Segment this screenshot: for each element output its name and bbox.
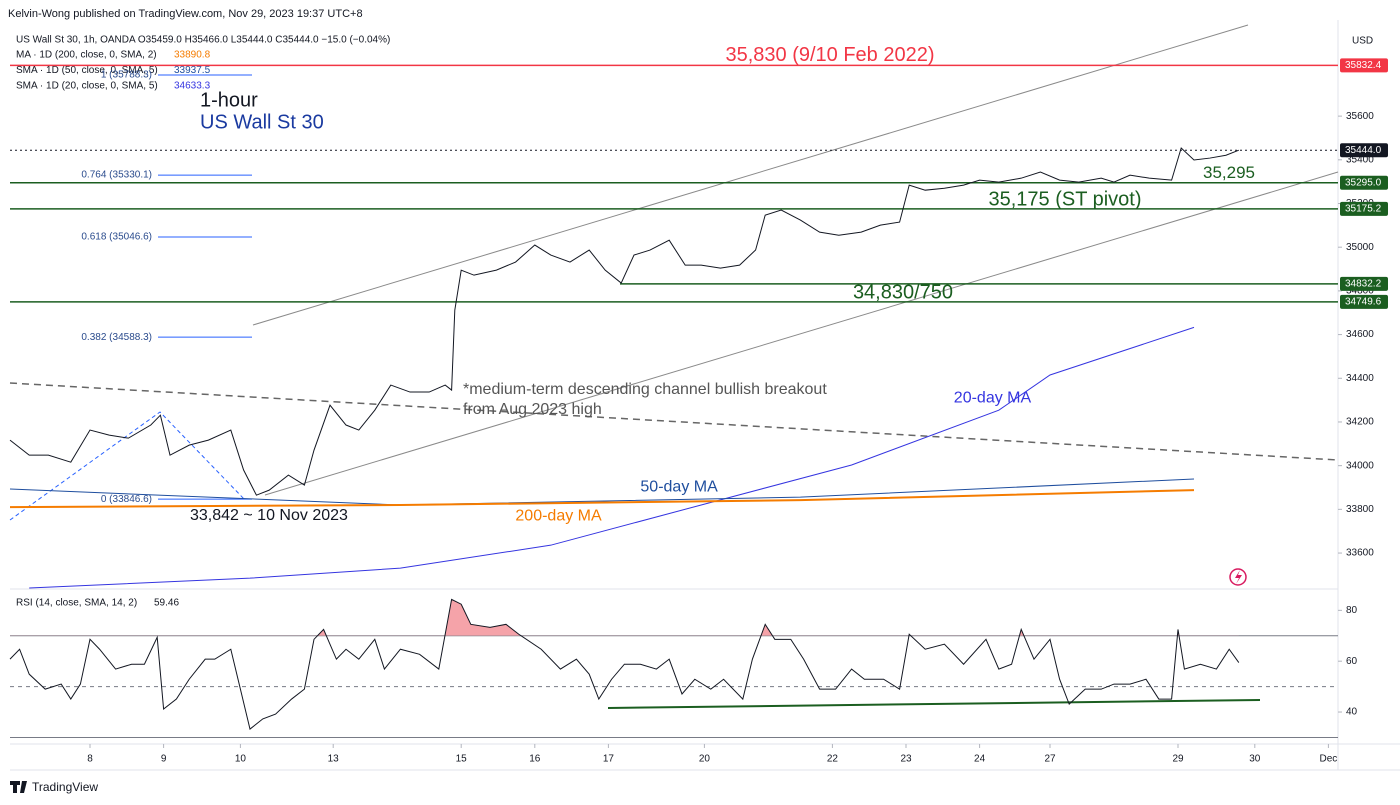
event-icon-bolt <box>1235 570 1242 584</box>
x-tick-label: 20 <box>699 754 711 765</box>
annotation: from Aug 2023 high <box>463 401 602 418</box>
y-tick-label: 35000 <box>1346 242 1374 253</box>
price-tag-label: 34832.2 <box>1345 278 1382 289</box>
level-label: 34,830/750 <box>853 282 953 304</box>
fib-label: 0 (33846.6) <box>101 494 152 505</box>
fib-label: 1 (35788.3) <box>101 70 152 81</box>
y-tick-label: 34000 <box>1346 460 1374 471</box>
y-tick-label: 33600 <box>1346 548 1374 559</box>
indicator-label: SMA · 1D (20, close, 0, SMA, 5) <box>16 81 158 92</box>
indicator-value: 33937.5 <box>174 65 211 76</box>
price-tag-label: 35175.2 <box>1345 204 1382 215</box>
y-tick-label: 80 <box>1346 605 1358 616</box>
fib-label: 0.618 (35046.6) <box>81 232 152 243</box>
price-line <box>9 147 1239 496</box>
price-tag <box>1340 143 1388 158</box>
price-tag <box>1340 276 1388 291</box>
x-tick-label: 9 <box>161 754 167 765</box>
indicator-label: MA · 1D (200, close, 0, SMA, 2) <box>16 50 157 61</box>
price-line <box>9 598 1240 730</box>
annotation: 33,842 ~ 10 Nov 2023 <box>190 507 348 524</box>
price-tag <box>1340 294 1388 309</box>
swing-lines <box>9 411 246 521</box>
x-tick-label: 17 <box>603 754 615 765</box>
x-tick-label: 13 <box>328 754 340 765</box>
level-label: 35,295 <box>1203 163 1255 182</box>
indicator-value: 34633.3 <box>174 81 211 92</box>
x-tick-label: 15 <box>456 754 468 765</box>
credit: Kelvin-Wong published on TradingView.com… <box>8 8 363 20</box>
footer-logo <box>10 781 27 793</box>
currency: USD <box>1352 36 1373 47</box>
x-tick-label: 30 <box>1249 754 1261 765</box>
x-tick-label: Dec <box>1320 754 1338 765</box>
x-tick-label: 24 <box>974 754 986 765</box>
channel-upper <box>252 24 1249 326</box>
y-tick-label: 34400 <box>1346 373 1374 384</box>
y-tick-label: 33800 <box>1346 504 1374 515</box>
rsi-title: RSI (14, close, SMA, 14, 2) <box>16 598 137 609</box>
x-tick-label: 23 <box>900 754 912 765</box>
event-icon[interactable] <box>1229 568 1247 586</box>
timeframe-label: 1-hour <box>200 89 258 111</box>
fib-label: 0.764 (35330.1) <box>81 170 152 181</box>
moving-average <box>29 326 1195 589</box>
x-tick-label: 8 <box>87 754 93 765</box>
instrument-label: US Wall St 30 <box>200 111 324 133</box>
footer-brand: TradingView <box>32 780 98 794</box>
indicator-label: SMA · 1D (50, close, 0, SMA, 5) <box>16 65 158 76</box>
y-tick-label: 40 <box>1346 707 1358 718</box>
x-tick-label: 27 <box>1044 754 1056 765</box>
x-tick-label: 10 <box>235 754 247 765</box>
y-tick-label: 35600 <box>1346 111 1374 122</box>
y-tick-label: 35400 <box>1346 154 1374 165</box>
price-tag <box>1340 175 1388 190</box>
annotation: *medium-term descending channel bullish … <box>463 381 827 398</box>
symbol-line: US Wall St 30, 1h, OANDA O35459.0 H35466… <box>16 35 390 46</box>
moving-average <box>9 478 1195 506</box>
x-tick-label: 22 <box>827 754 839 765</box>
y-tick-label: 60 <box>1346 656 1358 667</box>
ma-label: 20-day MA <box>954 389 1032 406</box>
price-tag-label: 35295.0 <box>1345 177 1382 188</box>
price-tag <box>1340 201 1388 216</box>
rsi-support-line <box>607 699 1261 709</box>
channel-lower <box>264 171 1339 496</box>
price-tag-label: 34749.6 <box>1345 297 1382 308</box>
price-tag <box>1340 58 1388 73</box>
y-tick-label: 34800 <box>1346 286 1374 297</box>
y-tick-label: 34600 <box>1346 329 1374 340</box>
x-tick-label: 29 <box>1172 754 1184 765</box>
ma-label: 200-day MA <box>515 507 602 524</box>
descending-channel <box>9 382 1339 461</box>
level-label: 35,830 (9/10 Feb 2022) <box>725 44 934 66</box>
price-tag-label: 35832.4 <box>1345 60 1382 71</box>
y-tick-label: 34200 <box>1346 417 1374 428</box>
indicator-value: 33890.8 <box>174 50 211 61</box>
level-label: 35,175 (ST pivot) <box>988 188 1141 210</box>
price-tag-label: 35444.0 <box>1345 145 1382 156</box>
fib-label: 0.382 (34588.3) <box>81 332 152 343</box>
ma-label: 50-day MA <box>640 478 718 495</box>
x-tick-label: 16 <box>529 754 541 765</box>
rsi-value: 59.46 <box>154 598 179 609</box>
moving-average <box>9 489 1195 509</box>
